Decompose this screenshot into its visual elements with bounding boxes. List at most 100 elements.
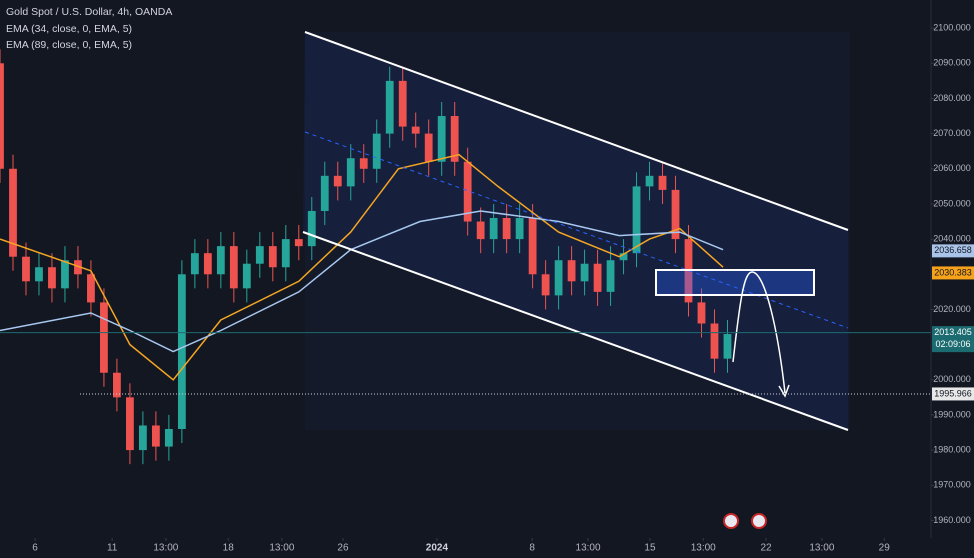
candle-body <box>177 274 186 429</box>
candle-body <box>139 425 147 451</box>
channel-upper <box>304 31 849 231</box>
x-tick-label: 18 <box>223 543 235 554</box>
price-label-box <box>932 266 974 280</box>
y-tick-label: 2090.000 <box>933 58 971 68</box>
x-tick-label: 2024 <box>426 543 449 554</box>
x-tick-label: 13:00 <box>691 543 716 554</box>
candle-body <box>100 302 108 373</box>
x-tick-label: 13:00 <box>809 543 834 554</box>
candle-body <box>74 260 82 275</box>
price-label: 2013.405 <box>934 327 972 337</box>
y-tick-label: 1990.000 <box>933 409 971 419</box>
candle-body <box>126 397 134 451</box>
candle-body <box>411 126 420 134</box>
candle-body <box>515 218 524 240</box>
candle-body <box>164 428 173 447</box>
legend-entry: EMA (34, close, 0, EMA, 5) <box>6 23 132 35</box>
candle-body <box>281 239 290 268</box>
candle-body <box>35 267 43 282</box>
y-tick-label: 2040.000 <box>933 233 971 243</box>
candle-body <box>528 218 537 275</box>
x-tick-label: 13:00 <box>269 543 294 554</box>
event-flag[interactable] <box>723 513 739 529</box>
candle-body <box>658 175 667 190</box>
y-tick-label: 2070.000 <box>933 128 971 138</box>
candle-body <box>398 80 407 127</box>
x-tick-label: 8 <box>529 543 535 554</box>
y-tick-label: 1980.000 <box>933 444 971 454</box>
y-tick-label: 2020.000 <box>933 304 971 314</box>
price-label: 2036.658 <box>934 245 972 255</box>
y-tick-label: 2100.000 <box>933 23 971 33</box>
legend-entry: EMA (89, close, 0, EMA, 5) <box>6 39 132 51</box>
candle-body <box>619 253 628 261</box>
y-tick-label: 1970.000 <box>933 480 971 490</box>
candle-body <box>242 263 251 289</box>
resistance-zone <box>655 269 815 296</box>
candle-body <box>359 158 368 169</box>
y-tick-label: 1960.000 <box>933 515 971 525</box>
candle-body <box>346 158 355 187</box>
candle-body <box>0 63 4 169</box>
x-tick-label: 29 <box>879 543 891 554</box>
candle-body <box>671 189 680 240</box>
candle-body <box>567 260 576 282</box>
price-label: 2030.383 <box>934 267 972 277</box>
candle-body <box>580 263 589 282</box>
candle-body <box>268 246 277 268</box>
candle-body <box>229 246 238 289</box>
candle-body <box>632 186 641 254</box>
y-tick-label: 2050.000 <box>933 198 971 208</box>
candle-body <box>424 133 433 162</box>
candle-body <box>320 175 329 211</box>
candle-body <box>87 274 95 303</box>
price-label-box <box>932 387 974 401</box>
candle-body <box>9 168 17 257</box>
candle-body <box>606 260 615 292</box>
candle-body <box>463 161 472 222</box>
candle-body <box>541 274 550 296</box>
chart-title: Gold Spot / U.S. Dollar, 4h, OANDA <box>6 6 172 18</box>
candle-body <box>190 253 199 275</box>
projection-arrow <box>732 271 786 394</box>
candle-body <box>476 221 485 240</box>
candle-body <box>502 218 511 240</box>
x-tick-label: 15 <box>644 543 656 554</box>
candle-body <box>216 246 225 275</box>
candle-body <box>255 246 264 264</box>
candle-body <box>61 260 69 289</box>
candle-body <box>151 425 160 447</box>
x-tick-label: 26 <box>337 543 349 554</box>
candle-body <box>554 260 563 296</box>
price-label-box <box>932 326 974 353</box>
plot-area <box>0 32 850 465</box>
candle-body <box>372 133 381 169</box>
candle-body <box>203 253 212 275</box>
drawings <box>0 31 931 529</box>
candle-body <box>593 263 602 292</box>
y-tick-label: 2060.000 <box>933 163 971 173</box>
price-label-box <box>932 244 974 258</box>
x-tick-label: 11 <box>107 543 118 554</box>
event-flag[interactable] <box>751 513 767 529</box>
candle-body <box>22 256 30 282</box>
candle-body <box>113 372 121 398</box>
candle-body <box>294 239 303 247</box>
x-tick-label: 13:00 <box>576 543 601 554</box>
x-tick-label: 6 <box>32 543 38 554</box>
channel-lower <box>302 231 849 431</box>
y-tick-label: 2000.000 <box>933 374 971 384</box>
candle-body <box>333 175 342 187</box>
candle-body <box>645 175 654 187</box>
arrow-head <box>778 384 790 398</box>
candle-body <box>723 334 732 359</box>
candle-body <box>48 267 56 289</box>
candle-body <box>450 116 459 162</box>
y-tick-label: 2080.000 <box>933 93 971 103</box>
candle-body <box>385 80 394 134</box>
x-tick-label: 22 <box>760 543 772 554</box>
ema-line <box>0 153 724 381</box>
price-label: 1995.966 <box>934 388 972 398</box>
